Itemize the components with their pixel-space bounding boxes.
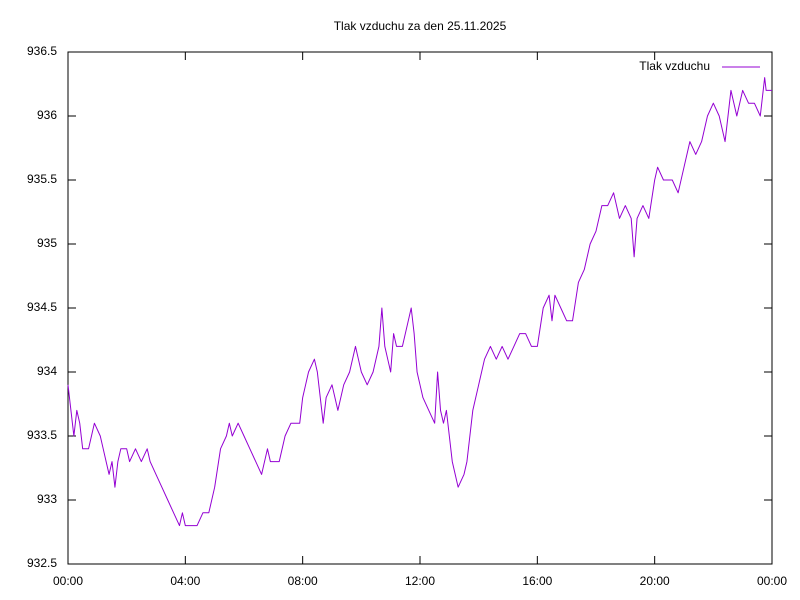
data-line: [67, 77, 772, 527]
y-tick-label: 936.5: [27, 44, 57, 58]
y-tick-label: 933: [37, 492, 57, 506]
x-tick-label: 00:00: [53, 574, 83, 588]
y-tick-label: 935.5: [27, 172, 57, 186]
y-tick-label: 935: [37, 236, 57, 250]
y-tick-label: 932.5: [27, 556, 57, 570]
x-tick-label: 08:00: [288, 574, 318, 588]
x-tick-label: 12:00: [405, 574, 435, 588]
chart-title: Tlak vzduchu za den 25.11.2025: [334, 19, 507, 33]
y-tick-label: 936: [37, 108, 57, 122]
x-tick-label: 04:00: [170, 574, 200, 588]
legend-label: Tlak vzduchu: [639, 59, 710, 73]
x-tick-label: 16:00: [522, 574, 552, 588]
x-tick-label: 00:00: [757, 574, 787, 588]
y-tick-label: 934: [37, 364, 57, 378]
y-tick-label: 934.5: [27, 300, 57, 314]
x-tick-label: 20:00: [640, 574, 670, 588]
y-tick-label: 933.5: [27, 428, 57, 442]
